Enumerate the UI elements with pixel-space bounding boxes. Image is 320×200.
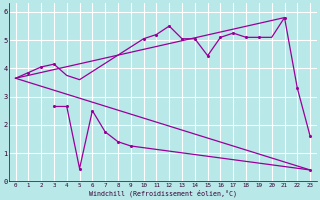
Point (116, 140, 121, 143)
Point (64, 105, 69, 108)
Point (167, 24, 172, 28)
Point (154, 33, 159, 36)
Point (103, 130, 108, 133)
X-axis label: Windchill (Refroidissement éolien,°C): Windchill (Refroidissement éolien,°C) (89, 189, 237, 197)
Point (90, 109, 95, 112)
Point (295, 87, 300, 90)
Point (308, 168, 313, 172)
Point (141, 37, 146, 40)
Point (52, 63, 57, 66)
Point (282, 16, 287, 19)
Point (231, 32, 236, 35)
Point (26, 71, 31, 74)
Point (218, 36, 223, 39)
Point (39, 65, 44, 69)
Point (180, 37, 185, 40)
Point (192, 37, 197, 40)
Point (77, 167, 82, 170)
Point (308, 135, 313, 138)
Point (52, 105, 57, 108)
Point (256, 36, 261, 39)
Point (128, 144, 133, 148)
Point (205, 54, 210, 57)
Point (244, 36, 249, 39)
